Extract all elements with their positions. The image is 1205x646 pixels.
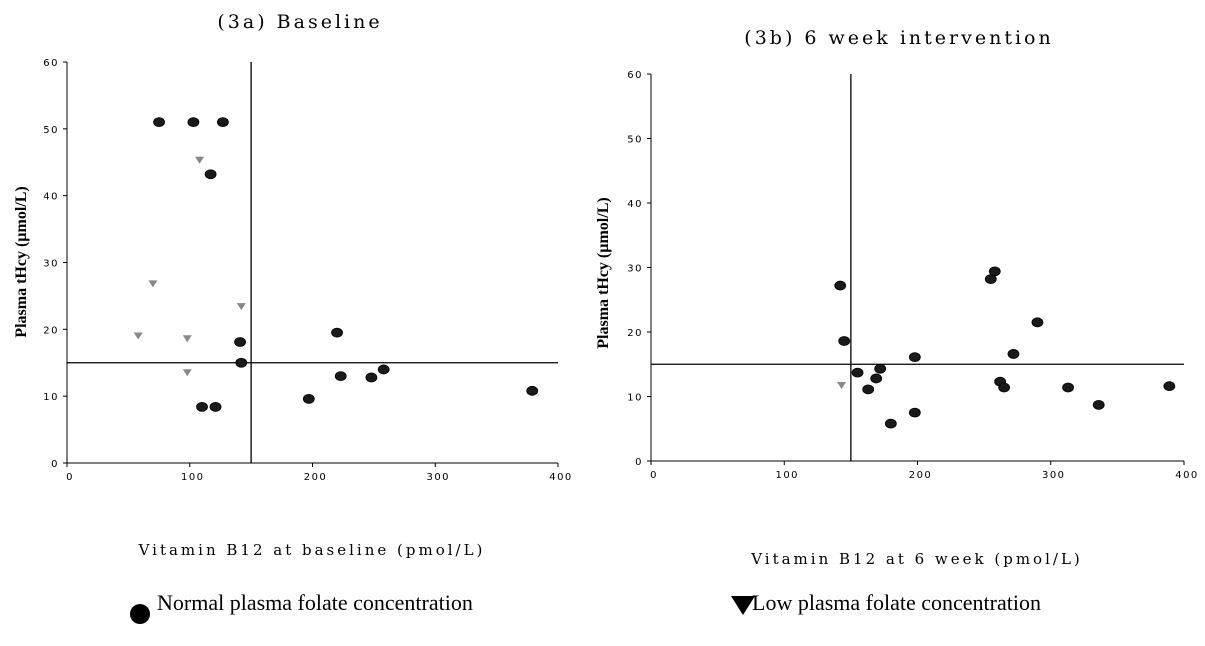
x-axis-label: Vitamin B12 at 6 week (pmol/L)	[750, 550, 1083, 568]
chart-panel-a: (3a) Baseline 0 10 20 30 40 50 60 0 100 200 300 400 V…	[13, 11, 573, 559]
y-tick-label: 60	[43, 58, 59, 69]
data-point-low-folate	[837, 382, 847, 390]
data-point-normal-folate	[302, 393, 315, 404]
chart-panel-b: (3b) 6 week intervention 0 10 20 30 40 50 60 0 10…	[595, 27, 1199, 568]
data-point-low-folate	[182, 335, 192, 343]
legend: Normal plasma folate concentration Low pl…	[130, 590, 1041, 624]
data-point-normal-folate	[834, 280, 847, 291]
data-point-normal-folate	[838, 336, 851, 346]
y-tick-label: 20	[43, 325, 59, 336]
data-point-normal-folate	[204, 169, 217, 180]
data-point-normal-folate	[851, 367, 864, 378]
data-point-low-folate	[236, 303, 246, 311]
data-point-normal-folate	[1062, 382, 1074, 393]
legend-low-label: Low plasma folate concentration	[752, 590, 1041, 615]
y-tick-label: 40	[43, 192, 59, 203]
data-point-normal-folate	[908, 407, 921, 418]
data-point-normal-folate	[331, 327, 343, 338]
x-tick-label: 100	[181, 472, 205, 483]
data-point-normal-folate	[377, 364, 390, 375]
legend-normal-marker	[130, 604, 150, 624]
data-point-normal-folate	[1163, 381, 1176, 392]
chart-title: (3a) Baseline	[217, 11, 382, 33]
y-tick-label: 50	[627, 135, 643, 146]
y-tick-label: 20	[627, 328, 643, 339]
data-point-low-folate	[133, 332, 143, 340]
x-tick-label: 300	[426, 472, 450, 483]
y-tick-label: 0	[635, 457, 643, 468]
x-tick-label: 200	[909, 470, 933, 481]
x-tick-label: 200	[304, 472, 328, 483]
data-point-normal-folate	[1007, 349, 1020, 359]
data-point-normal-folate	[874, 363, 887, 374]
y-tick-label: 50	[43, 125, 59, 136]
data-point-normal-folate	[998, 382, 1011, 393]
data-point-normal-folate	[908, 352, 921, 363]
y-axis-label: Plasma tHcy (µmol/L)	[595, 197, 612, 348]
data-point-normal-folate	[153, 117, 165, 128]
data-point-low-folate	[182, 369, 192, 377]
y-axis-label: Plasma tHcy (µmol/L)	[13, 186, 30, 337]
data-point-normal-folate	[235, 357, 248, 368]
data-point-normal-folate	[234, 337, 246, 347]
y-tick-label: 10	[627, 393, 643, 404]
data-point-normal-folate	[187, 117, 200, 128]
chart-title: (3b) 6 week intervention	[744, 27, 1053, 49]
data-point-normal-folate	[1092, 399, 1105, 410]
y-tick-label: 30	[43, 259, 59, 270]
y-tick-label: 30	[627, 264, 643, 275]
data-point-normal-folate	[365, 372, 378, 383]
data-point-normal-folate	[862, 384, 875, 395]
data-point-normal-folate	[884, 418, 897, 429]
data-point-normal-folate	[216, 117, 229, 128]
x-tick-label: 300	[1042, 470, 1066, 481]
y-tick-label: 40	[627, 199, 643, 210]
x-tick-label: 400	[1175, 470, 1199, 481]
data-point-normal-folate	[988, 266, 1001, 277]
x-axis-label: Vitamin B12 at baseline (pmol/L)	[138, 541, 486, 559]
legend-normal-label: Normal plasma folate concentration	[157, 590, 473, 615]
x-tick-label: 400	[549, 472, 573, 483]
x-tick-label: 100	[775, 470, 799, 481]
data-point-low-folate	[148, 280, 158, 288]
data-point-low-folate	[195, 156, 205, 164]
data-point-normal-folate	[526, 385, 539, 396]
y-tick-label: 60	[627, 70, 643, 81]
legend-low-marker	[731, 596, 755, 615]
y-tick-label: 0	[51, 459, 59, 470]
data-point-normal-folate	[209, 401, 222, 412]
x-tick-label: 0	[66, 472, 74, 483]
x-tick-label: 0	[650, 470, 658, 481]
data-point-normal-folate	[870, 373, 883, 384]
y-tick-label: 10	[43, 392, 59, 403]
data-point-normal-folate	[196, 401, 208, 412]
data-point-normal-folate	[334, 371, 347, 382]
data-point-normal-folate	[1031, 317, 1044, 328]
